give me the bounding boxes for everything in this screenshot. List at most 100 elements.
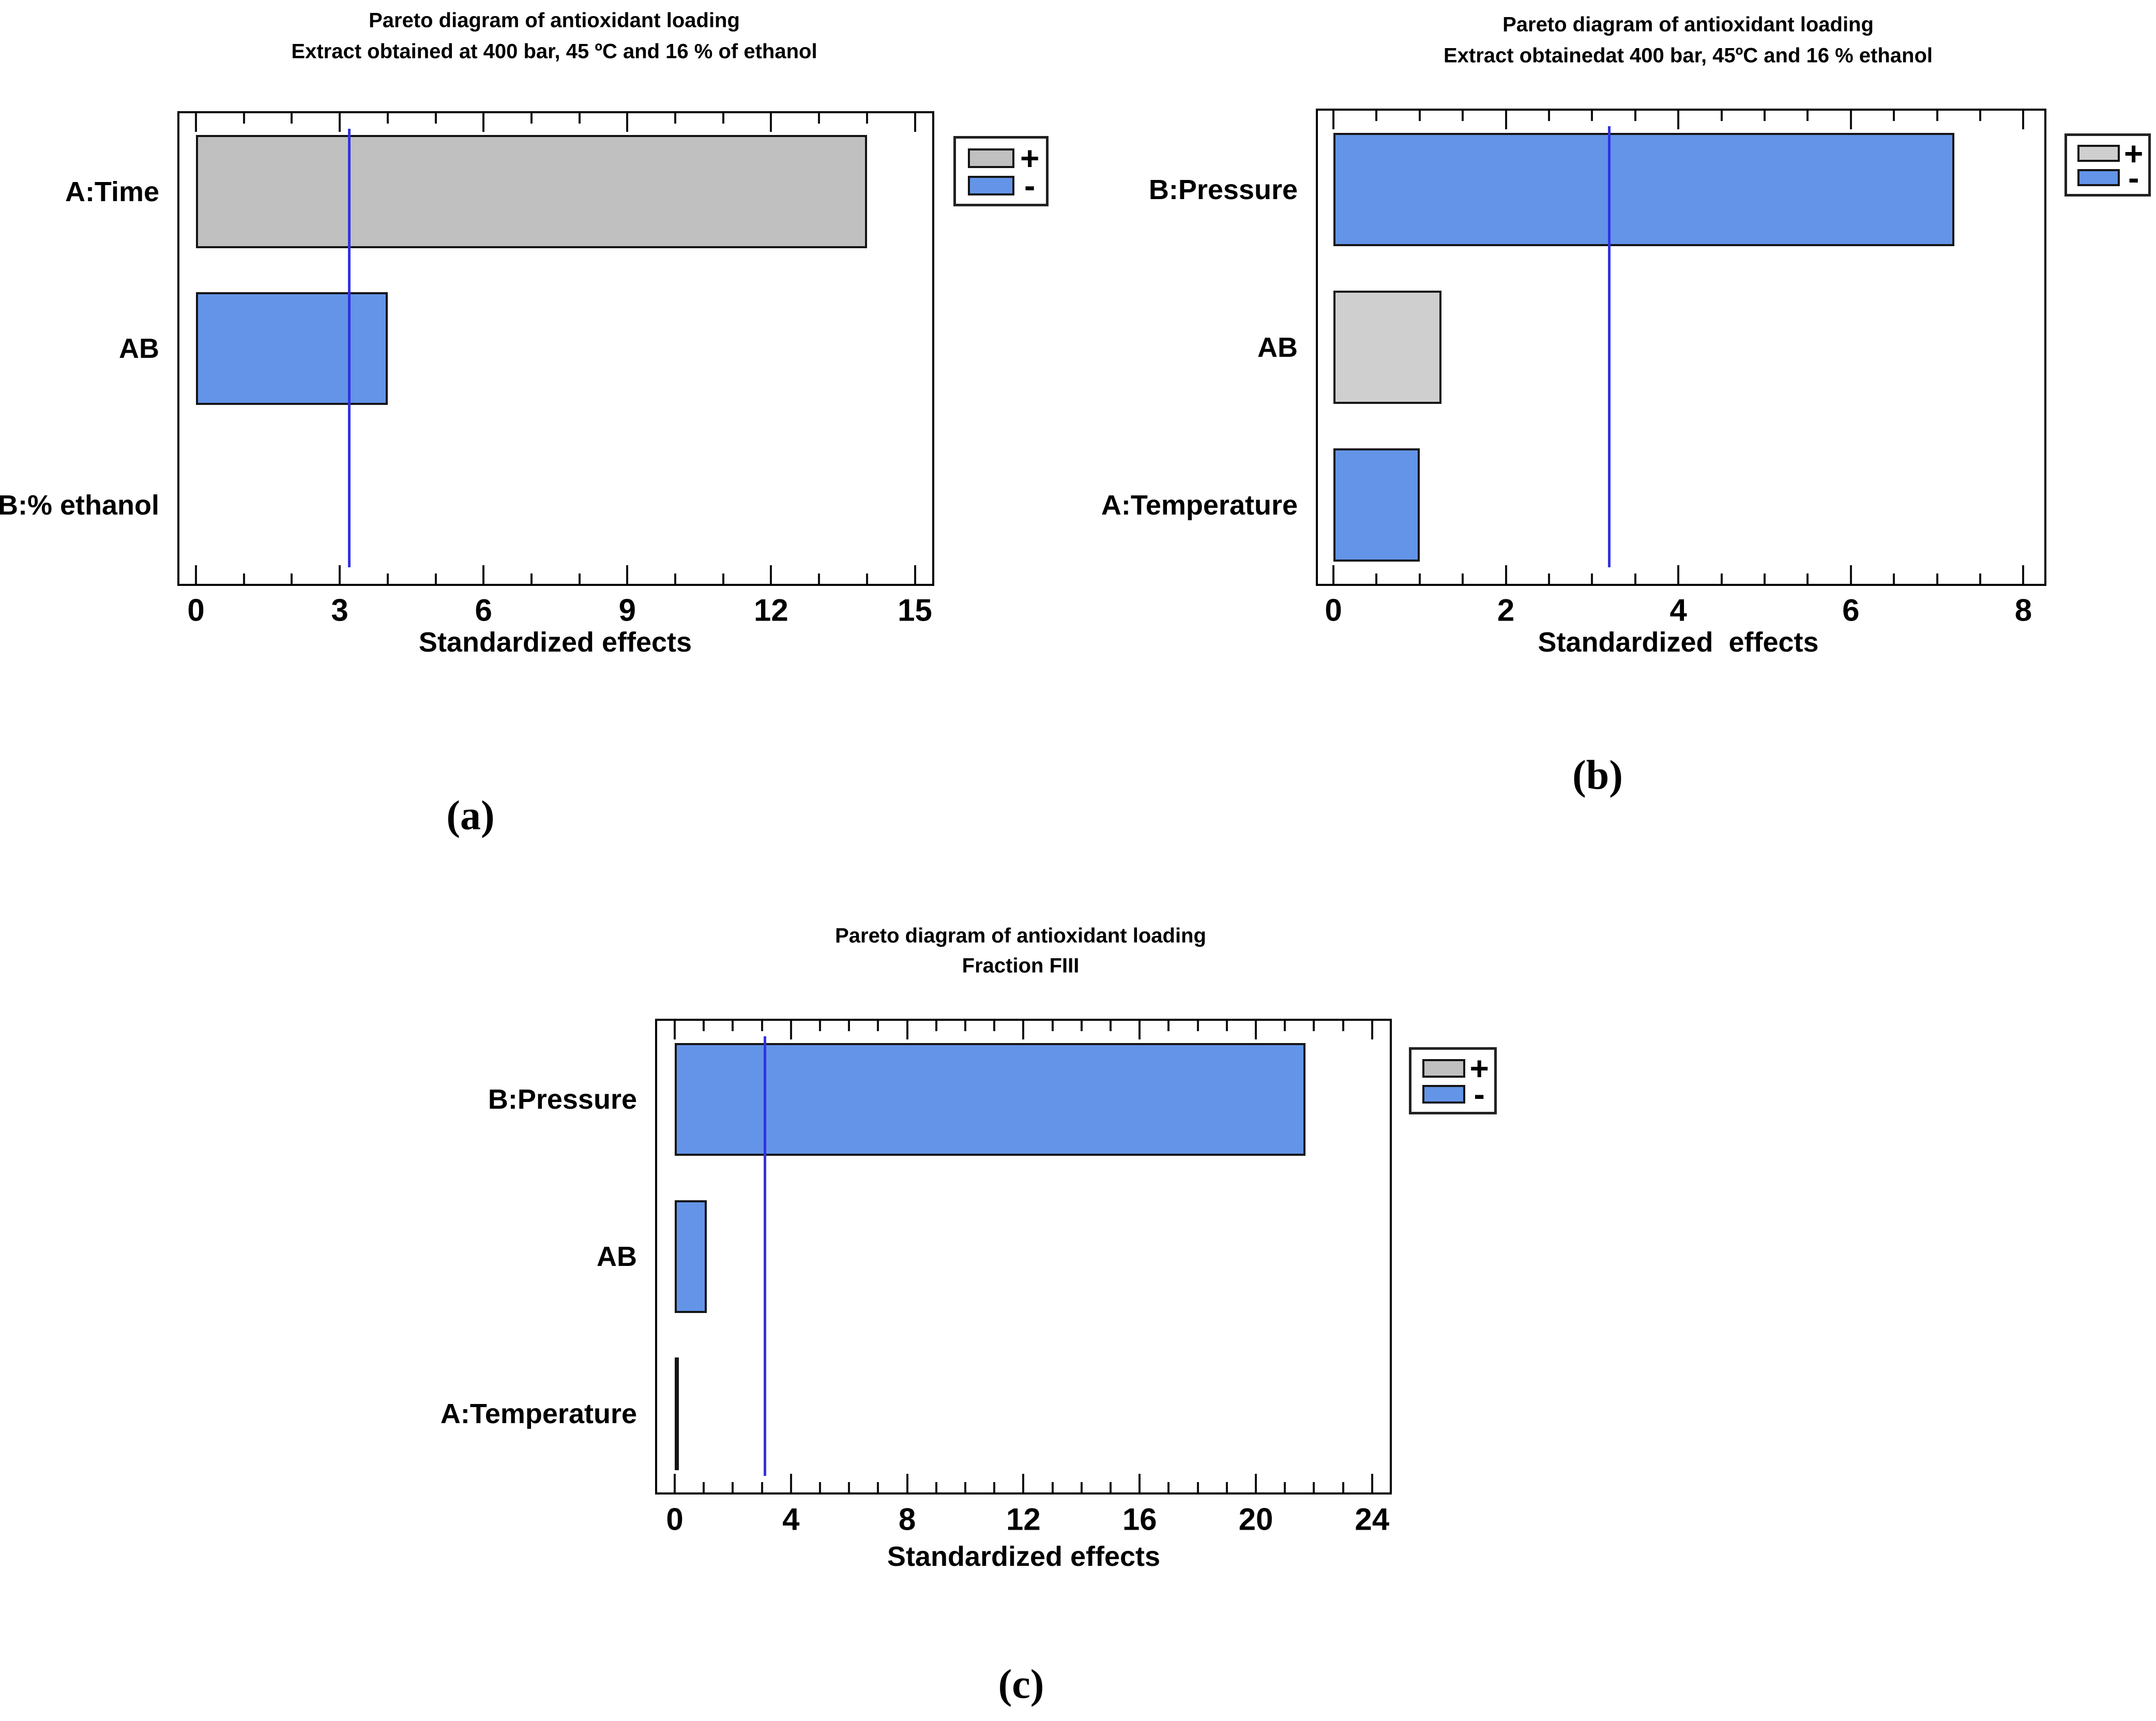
x-axis-major-tick — [1332, 111, 1334, 129]
legend-minus-swatch — [1422, 1085, 1465, 1104]
x-axis-minor-tick — [1167, 1021, 1170, 1031]
bar-ab — [1333, 290, 1441, 404]
x-axis-minor-tick — [674, 113, 676, 124]
chart-a-legend: + - — [953, 136, 1049, 206]
x-axis-major-tick — [1022, 1474, 1025, 1492]
x-axis-tick-label: 0 — [1325, 593, 1342, 628]
x-axis-minor-tick — [386, 113, 389, 124]
x-axis-major-tick — [195, 113, 197, 132]
x-axis-minor-tick — [1806, 573, 1809, 584]
x-axis-minor-tick — [578, 113, 581, 124]
legend-minus-swatch — [2077, 169, 2120, 187]
x-axis-minor-tick — [434, 573, 437, 584]
x-axis-major-tick — [789, 1021, 792, 1039]
chart-b-subtitle: Extract obtainedat 400 bar, 45ºC and 16 … — [1443, 44, 1933, 67]
y-axis-label: B:Pressure — [1148, 174, 1298, 205]
x-axis-minor-tick — [964, 1021, 966, 1031]
x-axis-major-tick — [482, 565, 485, 584]
bar-b-pressure — [1333, 132, 1954, 247]
x-axis-minor-tick — [1764, 111, 1766, 121]
x-axis-minor-tick — [1196, 1021, 1199, 1031]
x-axis-tick-label: 20 — [1238, 1502, 1273, 1537]
x-axis-major-tick — [674, 1021, 676, 1039]
x-axis-minor-tick — [1342, 1021, 1344, 1031]
x-axis-major-tick — [1677, 111, 1680, 129]
x-axis-minor-tick — [1225, 1021, 1228, 1031]
x-axis-minor-tick — [1634, 111, 1636, 121]
figure-label-c: (c) — [998, 1662, 1044, 1708]
x-axis-minor-tick — [1548, 573, 1550, 584]
x-axis-minor-tick — [1313, 1482, 1315, 1492]
x-axis-minor-tick — [1806, 111, 1809, 121]
x-axis-minor-tick — [703, 1482, 705, 1492]
x-axis-minor-tick — [1110, 1021, 1112, 1031]
x-axis-minor-tick — [1979, 111, 1981, 121]
x-axis-major-tick — [1849, 565, 1852, 584]
x-axis-tick-label: 4 — [1669, 593, 1687, 628]
x-axis-minor-tick — [386, 573, 389, 584]
x-axis-minor-tick — [1720, 111, 1723, 121]
reference-line — [763, 1036, 766, 1476]
x-axis-major-tick — [2022, 565, 2025, 584]
x-axis-minor-tick — [732, 1021, 734, 1031]
x-axis-tick-label: 0 — [187, 593, 205, 628]
x-axis-major-tick — [914, 565, 916, 584]
x-axis-major-tick — [626, 113, 629, 132]
chart-b-title: Pareto diagram of antioxidant loading — [1502, 13, 1874, 36]
x-axis-minor-tick — [1936, 573, 1938, 584]
x-axis-minor-tick — [761, 1482, 763, 1492]
x-axis-tick-label: 2 — [1497, 593, 1515, 628]
x-axis-minor-tick — [732, 1482, 734, 1492]
x-axis-minor-tick — [877, 1482, 879, 1492]
x-axis-major-tick — [1138, 1021, 1141, 1039]
x-axis-minor-tick — [877, 1021, 879, 1031]
legend-plus-sign: + — [1469, 1050, 1489, 1087]
x-axis-minor-tick — [1548, 111, 1550, 121]
x-axis-minor-tick — [1375, 111, 1378, 121]
figure-label-b: (b) — [1572, 752, 1623, 798]
figure-label-a: (a) — [446, 793, 495, 839]
bar-b-pressure — [675, 1043, 1305, 1156]
x-axis-minor-tick — [1110, 1482, 1112, 1492]
x-axis-major-tick — [906, 1021, 908, 1039]
x-axis-tick-label: 3 — [331, 593, 348, 628]
y-axis-label: A:Time — [65, 176, 159, 207]
legend-plus-swatch — [967, 148, 1015, 168]
x-axis-major-tick — [1255, 1474, 1257, 1492]
x-axis-minor-tick — [993, 1482, 996, 1492]
x-axis-major-tick — [914, 113, 916, 132]
x-axis-minor-tick — [848, 1021, 851, 1031]
chart-a-title: Pareto diagram of antioxidant loading — [369, 9, 740, 32]
x-axis-minor-tick — [848, 1482, 851, 1492]
x-axis-minor-tick — [1591, 573, 1593, 584]
x-axis-major-tick — [906, 1474, 908, 1492]
x-axis-major-tick — [770, 565, 772, 584]
bar-a-temperature — [1333, 448, 1420, 562]
chart-b-x-axis-title: Standardized effects — [1538, 627, 1819, 658]
reference-line — [1608, 126, 1611, 567]
x-axis-minor-tick — [1462, 573, 1464, 584]
chart-b-legend: + - — [2064, 133, 2151, 197]
x-axis-minor-tick — [1893, 573, 1895, 584]
x-axis-major-tick — [1677, 565, 1680, 584]
chart-a-x-axis-title: Standardized effects — [418, 627, 692, 658]
x-axis-major-tick — [482, 113, 485, 132]
x-axis-major-tick — [2022, 111, 2025, 129]
x-axis-major-tick — [339, 565, 341, 584]
x-axis-minor-tick — [530, 573, 533, 584]
x-axis-major-tick — [195, 565, 197, 584]
x-axis-tick-label: 9 — [618, 593, 636, 628]
x-axis-major-tick — [1505, 565, 1507, 584]
chart-c-legend: + - — [1409, 1047, 1497, 1114]
x-axis-minor-tick — [1167, 1482, 1170, 1492]
reference-line — [348, 129, 351, 567]
x-axis-minor-tick — [1375, 573, 1378, 584]
x-axis-major-tick — [1849, 111, 1852, 129]
x-axis-minor-tick — [866, 573, 868, 584]
x-axis-major-tick — [1505, 111, 1507, 129]
legend-minus-sign: - — [1024, 167, 1036, 204]
x-axis-minor-tick — [1284, 1021, 1286, 1031]
